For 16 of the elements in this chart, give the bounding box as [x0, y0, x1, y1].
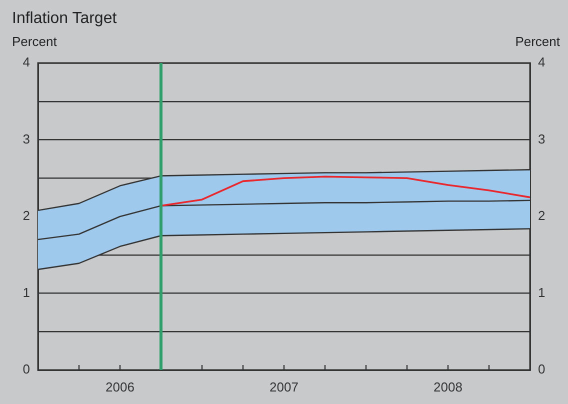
y2-tick-label: 1: [538, 284, 546, 300]
chart-title: Inflation Target: [12, 10, 118, 27]
y2-tick-label: 0: [538, 362, 546, 377]
y-tick-label: 2: [22, 208, 30, 224]
y-tick-label: 0: [22, 362, 30, 377]
y2-axis-title: Percent: [515, 34, 560, 49]
y-tick-label: 4: [22, 54, 30, 70]
y2-tick-label: 2: [538, 208, 546, 224]
x-tick-label: 2006: [106, 379, 134, 394]
x-tick-label: 2008: [434, 379, 462, 394]
y-tick-label: 1: [22, 284, 30, 300]
y-tick-label: 3: [22, 131, 30, 146]
x-tick-label: 2007: [270, 379, 298, 394]
y-axis-title: Percent: [12, 34, 58, 49]
y2-tick-label: 3: [538, 131, 546, 146]
y2-tick-label: 4: [538, 54, 546, 70]
